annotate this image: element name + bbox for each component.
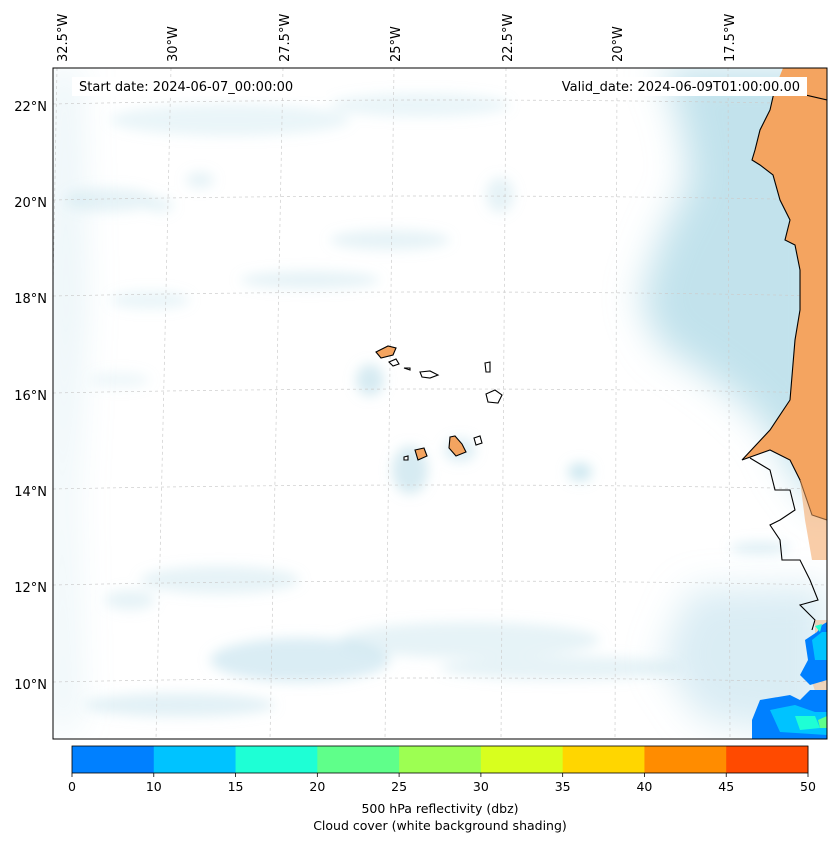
colorbar-bin <box>562 746 645 773</box>
colorbar-bin <box>726 746 809 773</box>
valid-date-annotation: Valid_date: 2024-06-09T01:00:00.00 <box>540 77 807 96</box>
colorbar: 0 10 15 20 25 30 35 40 45 50 500 hPa reflectivity… <box>68 745 816 833</box>
colorbar-tick-label: 10 <box>146 779 162 794</box>
island-boa-vista <box>485 389 503 404</box>
colorbar-tick-label: 25 <box>391 779 407 794</box>
parallel-line <box>53 580 827 586</box>
island-sao-vicente <box>388 358 400 367</box>
valid-date-text: Valid_date: 2024-06-09T01:00:00.00 <box>562 80 800 95</box>
parallel-line <box>53 99 827 105</box>
colorbar-bin <box>644 746 727 773</box>
colorbar-tick-label: 45 <box>718 779 734 794</box>
lat-label-20n: 20°N <box>14 196 47 211</box>
colorbar-tick-label: 30 <box>473 779 489 794</box>
colorbar-frame <box>71 745 809 774</box>
lon-label-30w: 30°W <box>166 26 181 62</box>
lon-label-32-5w: 32.5°W <box>56 14 71 62</box>
colorbar-bin <box>153 746 237 773</box>
parallel-line <box>53 195 827 201</box>
island-brava <box>403 455 409 461</box>
parallel-line <box>53 291 827 297</box>
gridlines <box>53 68 827 739</box>
cape-verde-islands <box>375 345 503 461</box>
lat-label-18n: 18°N <box>14 292 47 307</box>
colorbar-tick-label: 15 <box>228 779 244 794</box>
latitude-labels: 22°N 20°N 18°N 16°N 14°N 12°N 10°N <box>14 100 47 693</box>
lon-label-17-5w: 17.5°W <box>723 14 738 62</box>
lon-label-25w: 25°W <box>389 26 404 62</box>
colorbar-bin <box>399 746 482 773</box>
island-maio <box>473 435 483 446</box>
lat-label-12n: 12°N <box>14 581 47 596</box>
lat-label-16n: 16°N <box>14 389 47 404</box>
colorbar-bin <box>480 746 564 773</box>
colorbar-tick-label: 20 <box>309 779 325 794</box>
colorbar-tick-label: 35 <box>555 779 571 794</box>
island-fogo <box>414 447 428 461</box>
colorbar-tick-label: 40 <box>636 779 652 794</box>
colorbar-ticks: 0 10 15 20 25 30 35 40 45 50 <box>68 773 816 794</box>
colorbar-bin <box>72 746 155 773</box>
island-santo-antao <box>375 345 397 359</box>
colorbar-tick-label: 50 <box>800 779 816 794</box>
lat-label-10n: 10°N <box>14 678 47 693</box>
meridian-line <box>155 68 172 739</box>
lat-label-22n: 22°N <box>14 100 47 115</box>
longitude-labels: 32.5°W 30°W 27.5°W 25°W 22.5°W 20°W 17.5… <box>56 14 738 62</box>
colorbar-label-reflectivity: 500 hPa reflectivity (dbz) <box>361 801 518 816</box>
island-santiago <box>448 435 467 457</box>
parallel-line <box>53 677 827 683</box>
start-date-text: Start date: 2024-06-07_00:00:00 <box>79 80 293 95</box>
colorbar-bins <box>72 746 809 773</box>
lat-label-14n: 14°N <box>14 485 47 500</box>
colorbar-label-cloud-cover: Cloud cover (white background shading) <box>313 818 567 833</box>
lon-label-27-5w: 27.5°W <box>278 14 293 62</box>
island-sao-nicolau <box>419 370 440 379</box>
colorbar-bin <box>235 746 318 773</box>
reflectivity-cells <box>752 622 827 739</box>
colorbar-bin <box>317 746 400 773</box>
colorbar-tick-label: 0 <box>68 779 76 794</box>
parallel-line <box>53 484 827 490</box>
parallel-line <box>53 388 827 394</box>
lon-label-20w: 20°W <box>611 26 626 62</box>
map-frame <box>52 67 828 740</box>
lon-label-22-5w: 22.5°W <box>501 14 516 62</box>
start-date-annotation: Start date: 2024-06-07_00:00:00 <box>72 77 326 96</box>
map-panel <box>53 68 827 739</box>
island-sal <box>484 361 491 373</box>
